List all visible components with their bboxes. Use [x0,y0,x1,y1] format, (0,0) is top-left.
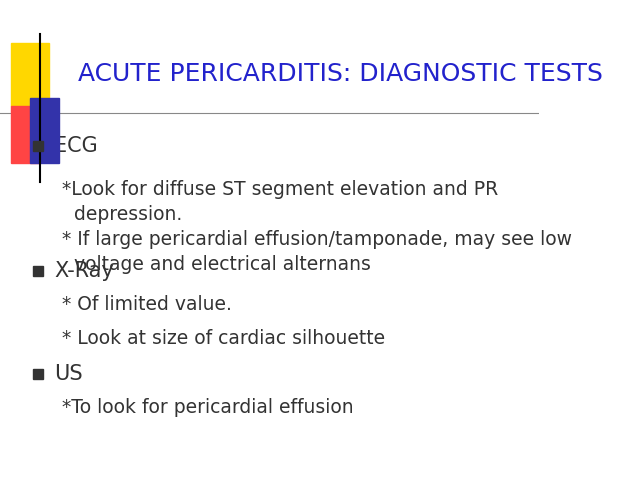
Text: X-Ray: X-Ray [54,261,114,281]
Text: * Look at size of cardiac silhouette: * Look at size of cardiac silhouette [62,329,385,348]
Bar [11,106,40,163]
Bar [29,98,60,163]
Text: *To look for pericardial effusion: *To look for pericardial effusion [62,398,354,418]
Text: ECG: ECG [54,136,98,156]
Text: ACUTE PERICARDITIS: DIAGNOSTIC TESTS: ACUTE PERICARDITIS: DIAGNOSTIC TESTS [78,62,603,86]
Text: *Look for diffuse ST segment elevation and PR
  depression.: *Look for diffuse ST segment elevation a… [62,180,499,224]
Bar [11,43,49,106]
Text: US: US [54,364,83,384]
Text: * If large pericardial effusion/tamponade, may see low
  voltage and electrical : * If large pericardial effusion/tamponad… [62,230,572,275]
Text: * Of limited value.: * Of limited value. [62,295,232,314]
